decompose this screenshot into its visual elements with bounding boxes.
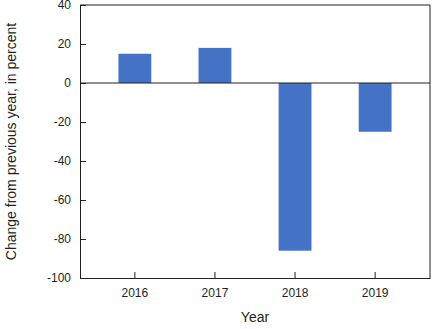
y-axis-title: Change from previous year, in percent — [3, 23, 19, 260]
frame-right — [430, 5, 431, 278]
y-tick: -40 — [54, 154, 86, 168]
y-tick-mark — [80, 122, 86, 123]
y-tick-mark — [80, 5, 86, 6]
y-tick-label: -80 — [54, 232, 72, 246]
bar — [118, 54, 151, 83]
y-axis-line — [80, 6, 81, 279]
y-tick-label: -20 — [54, 115, 72, 129]
y-tick-label: -60 — [54, 193, 72, 207]
y-tick-label: 20 — [58, 37, 72, 51]
chart-container: -100 -80 -60 -40 -20 0 20 40 2016 2017 2018 2019 Yea… — [0, 0, 434, 329]
x-tick-mark — [134, 272, 135, 278]
y-tick: -80 — [54, 232, 86, 246]
y-tick: 40 — [58, 0, 86, 12]
y-tick-mark — [80, 239, 86, 240]
y-tick: 0 — [64, 76, 86, 90]
x-tick-label: 2018 — [282, 286, 309, 300]
x-tick: 2018 — [282, 272, 309, 300]
y-tick-label: 40 — [58, 0, 72, 12]
x-axis: 2016 2017 2018 2019 — [81, 272, 431, 300]
x-tick: 2017 — [202, 272, 229, 300]
x-tick: 2016 — [122, 272, 149, 300]
y-axis: -100 -80 -60 -40 -20 0 20 40 — [47, 0, 86, 285]
x-tick-mark — [214, 272, 215, 278]
y-tick: 20 — [58, 37, 86, 51]
x-tick-mark — [375, 272, 376, 278]
x-tick-label: 2016 — [122, 286, 149, 300]
y-tick: -20 — [54, 115, 86, 129]
plot: -100 -80 -60 -40 -20 0 20 40 2016 2017 2018 2019 — [47, 0, 431, 300]
y-tick-label: -40 — [54, 154, 72, 168]
x-tick-mark — [295, 272, 296, 278]
bar — [199, 48, 232, 83]
x-tick-label: 2017 — [202, 286, 229, 300]
x-axis-line — [81, 278, 431, 279]
bars — [118, 48, 391, 251]
y-tick-label: -100 — [47, 271, 71, 285]
y-tick-mark — [80, 83, 86, 84]
y-tick-mark — [80, 200, 86, 201]
y-tick-mark — [80, 161, 86, 162]
x-tick-label: 2019 — [362, 286, 389, 300]
y-tick-label: 0 — [64, 76, 71, 90]
y-tick: -60 — [54, 193, 86, 207]
x-axis-title: Year — [241, 309, 270, 325]
frame-top — [80, 5, 430, 6]
bar — [279, 83, 312, 251]
bar — [359, 83, 392, 132]
chart-svg: -100 -80 -60 -40 -20 0 20 40 2016 2017 2018 2019 Yea… — [0, 0, 434, 329]
y-tick-mark — [80, 44, 86, 45]
zero-line — [80, 83, 430, 84]
y-tick: -100 — [47, 271, 86, 285]
x-tick: 2019 — [362, 272, 389, 300]
